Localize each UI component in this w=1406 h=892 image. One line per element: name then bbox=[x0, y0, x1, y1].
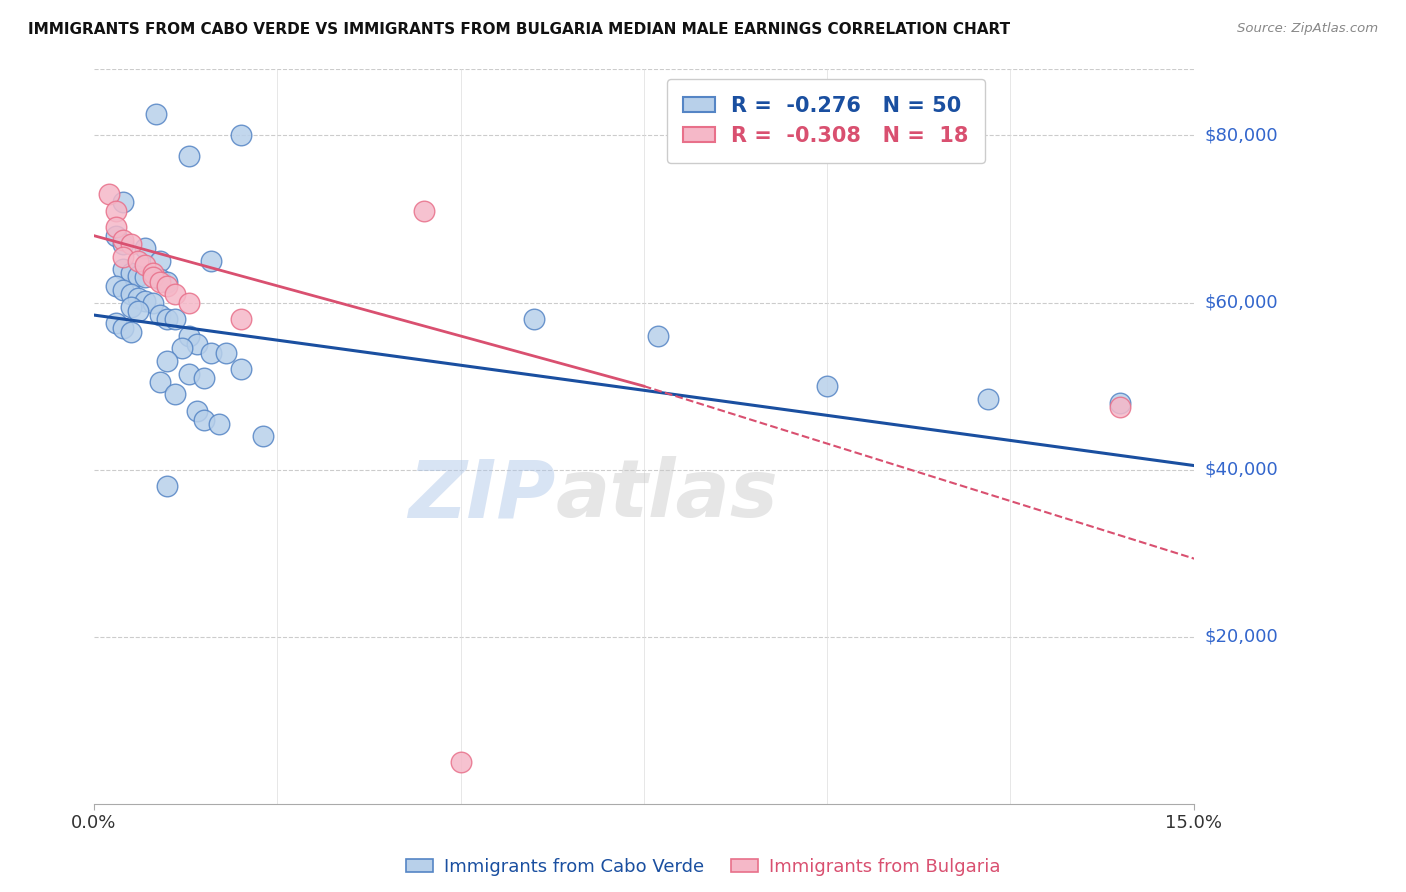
Point bbox=[412, 203, 434, 218]
Point bbox=[142, 295, 165, 310]
Point bbox=[120, 266, 142, 280]
Point bbox=[127, 291, 149, 305]
Point bbox=[229, 362, 252, 376]
Point bbox=[1109, 396, 1132, 410]
Text: $60,000: $60,000 bbox=[1205, 293, 1278, 311]
Point bbox=[815, 379, 838, 393]
Point bbox=[120, 300, 142, 314]
Text: $20,000: $20,000 bbox=[1205, 628, 1278, 646]
Point bbox=[163, 312, 186, 326]
Point bbox=[127, 304, 149, 318]
Point bbox=[134, 293, 156, 308]
Point bbox=[149, 308, 172, 322]
Point bbox=[252, 429, 274, 443]
Point bbox=[142, 266, 165, 280]
Point bbox=[134, 258, 156, 272]
Point bbox=[112, 195, 135, 210]
Point bbox=[112, 262, 135, 277]
Point bbox=[120, 237, 142, 252]
Point bbox=[104, 203, 127, 218]
Point bbox=[104, 220, 127, 235]
Point bbox=[142, 270, 165, 285]
Point bbox=[112, 283, 135, 297]
Legend: R =  -0.276   N = 50, R =  -0.308   N =  18: R = -0.276 N = 50, R = -0.308 N = 18 bbox=[666, 78, 986, 162]
Point bbox=[134, 241, 156, 255]
Point bbox=[977, 392, 1000, 406]
Point bbox=[120, 287, 142, 301]
Point bbox=[229, 312, 252, 326]
Point bbox=[156, 354, 179, 368]
Point bbox=[134, 270, 156, 285]
Point bbox=[179, 329, 201, 343]
Point bbox=[112, 320, 135, 334]
Point bbox=[200, 253, 222, 268]
Point bbox=[450, 755, 472, 769]
Point bbox=[97, 186, 120, 201]
Point bbox=[156, 278, 179, 293]
Point bbox=[145, 107, 167, 121]
Point bbox=[186, 404, 208, 418]
Point bbox=[127, 268, 149, 283]
Point bbox=[104, 317, 127, 331]
Point bbox=[149, 275, 172, 289]
Point bbox=[186, 337, 208, 351]
Point bbox=[163, 287, 186, 301]
Point bbox=[170, 342, 193, 356]
Point bbox=[193, 412, 215, 426]
Point bbox=[104, 278, 127, 293]
Point bbox=[647, 329, 669, 343]
Point bbox=[127, 253, 149, 268]
Point bbox=[120, 325, 142, 339]
Point bbox=[112, 233, 135, 247]
Point bbox=[207, 417, 229, 431]
Point bbox=[179, 295, 201, 310]
Point bbox=[193, 370, 215, 384]
Point bbox=[215, 345, 238, 359]
Point bbox=[104, 228, 127, 243]
Point bbox=[200, 345, 222, 359]
Point bbox=[179, 367, 201, 381]
Text: Source: ZipAtlas.com: Source: ZipAtlas.com bbox=[1237, 22, 1378, 36]
Point bbox=[523, 312, 546, 326]
Text: $40,000: $40,000 bbox=[1205, 460, 1278, 479]
Point bbox=[1109, 400, 1132, 414]
Text: IMMIGRANTS FROM CABO VERDE VS IMMIGRANTS FROM BULGARIA MEDIAN MALE EARNINGS CORR: IMMIGRANTS FROM CABO VERDE VS IMMIGRANTS… bbox=[28, 22, 1011, 37]
Point bbox=[149, 253, 172, 268]
Text: ZIP: ZIP bbox=[408, 456, 555, 534]
Point bbox=[156, 275, 179, 289]
Point bbox=[112, 250, 135, 264]
Point bbox=[156, 479, 179, 493]
Point bbox=[156, 312, 179, 326]
Point bbox=[149, 375, 172, 389]
Point bbox=[229, 128, 252, 143]
Point bbox=[179, 149, 201, 163]
Text: $80,000: $80,000 bbox=[1205, 127, 1278, 145]
Legend: Immigrants from Cabo Verde, Immigrants from Bulgaria: Immigrants from Cabo Verde, Immigrants f… bbox=[398, 851, 1008, 883]
Text: atlas: atlas bbox=[555, 456, 779, 534]
Point bbox=[163, 387, 186, 401]
Point bbox=[112, 237, 135, 252]
Point bbox=[149, 272, 172, 286]
